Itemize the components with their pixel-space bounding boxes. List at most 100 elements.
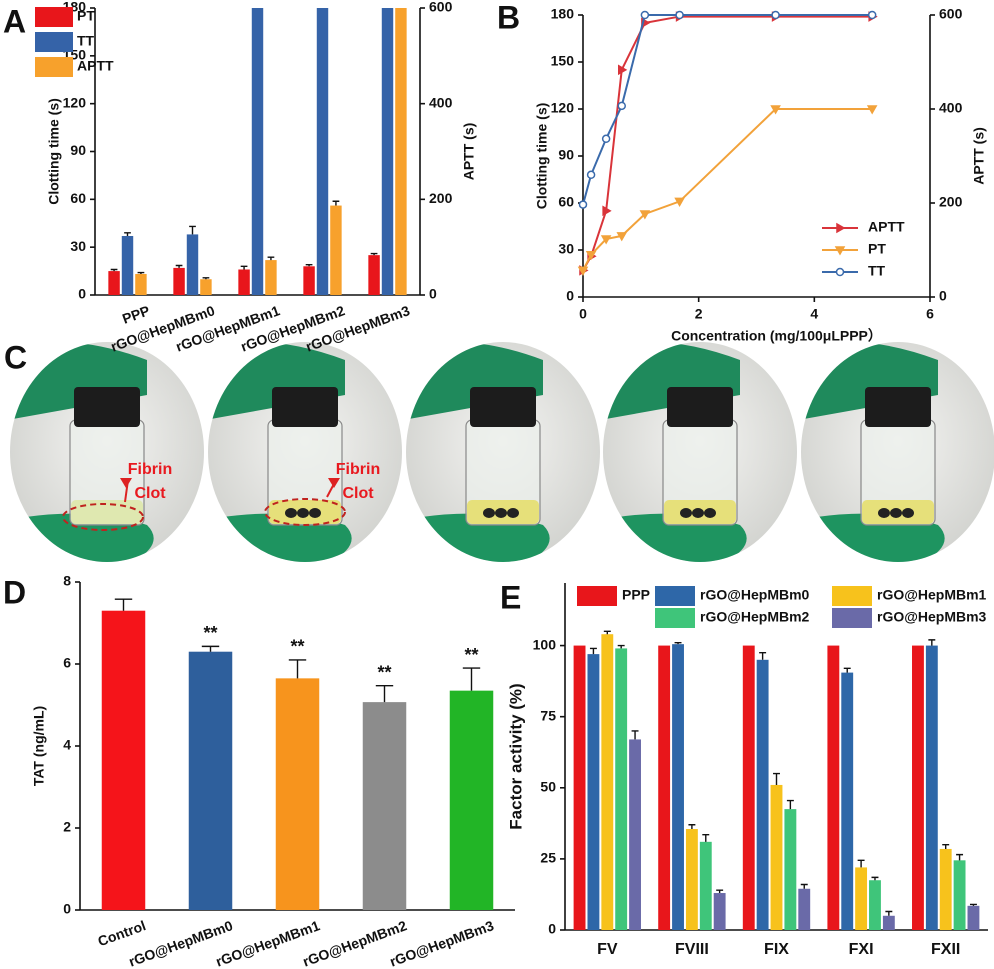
x-tick-label: FIX [764,941,789,958]
error-bar [843,667,851,673]
legend-swatch [35,57,73,77]
error-bar [928,639,936,646]
bar [685,829,698,930]
y-tick-label: 2 [63,819,71,835]
bead [285,508,297,518]
series-line [582,15,873,271]
panel-letter: B [497,0,520,35]
bead [495,508,507,518]
x-tick-label: FVIII [675,941,709,958]
x-axis-label: Concentration (mg/100μLPPP） [671,328,882,344]
error-bar [759,651,767,660]
legend-label: APTT [77,58,114,74]
x-tick-label: 2 [695,306,703,322]
x-tick-label: FXI [849,941,874,958]
legend-label: TT [77,33,95,49]
error-bar [175,264,183,268]
bar [672,644,684,930]
vial-cap [74,387,140,427]
error-bar [462,667,481,691]
significance: ** [464,645,478,665]
point [600,235,612,245]
y2-tick-label: 400 [939,100,963,116]
point [771,10,780,20]
point [674,197,685,207]
bar [330,205,342,295]
legend-label: APTT [868,219,905,235]
error-bar [110,268,118,272]
point [770,105,781,115]
error-bar [688,824,696,830]
legend-label: PT [77,8,95,24]
bar [925,645,938,930]
y-tick-label: 0 [566,288,574,304]
clot-outline [62,503,144,531]
point [578,200,588,209]
error-bar [589,647,597,655]
bead [902,508,914,518]
x-tick-label: PPP [120,302,152,327]
error-bar [857,859,865,868]
bar [841,672,854,930]
vial-cap [470,387,536,427]
error-bar [201,645,220,652]
legend-swatch [832,586,872,606]
legend-swatch [832,608,872,628]
bar [658,645,671,930]
error-bar [370,252,378,256]
bead [507,508,519,518]
x-tick-label: 6 [926,306,934,322]
legend-label: TT [868,263,886,279]
error-bar [305,264,313,267]
bar [573,645,586,930]
y2-tick-label: 200 [939,194,963,210]
error-bar [631,730,639,740]
legend-label: rGO@HepMBm3 [877,609,987,625]
y-tick-label: 75 [540,707,556,723]
bar [912,645,924,930]
series-line [582,108,873,271]
clot-arrowhead [328,478,340,488]
error-bar [956,853,964,861]
significance: ** [290,637,304,657]
point [602,205,612,217]
bar [882,915,895,930]
y2-tick-label: 600 [429,0,453,15]
bar [798,888,811,930]
x-tick-label: FV [597,941,618,958]
x-tick-label: FXII [931,941,960,958]
bead [309,508,321,518]
bead [878,508,890,518]
y-tick-label: 50 [540,778,556,794]
bar [251,8,264,295]
y-tick-label: 25 [540,850,556,866]
error-bar [189,225,196,235]
point [675,10,684,20]
y-axis-label: Clotting time (s) [46,98,62,205]
photo-content [10,342,204,562]
vial-cap [272,387,338,427]
error-bar [603,630,611,635]
bead [704,508,716,518]
bar [101,610,146,910]
panel-letter: D [3,574,26,610]
bar [395,8,407,295]
photo [208,342,402,562]
error-bar [942,843,950,849]
bar [362,702,407,910]
photo-content [603,342,797,562]
error-bar [240,265,248,270]
bar [953,860,966,930]
point [586,170,596,180]
y-tick-label: 90 [70,142,86,158]
error-bar [114,598,133,611]
bar [713,893,726,930]
point [834,246,846,256]
y2-axis-label: APTT (s) [461,123,477,181]
significance: ** [377,662,391,682]
bar [368,255,380,295]
point [617,101,626,111]
bar [827,645,840,930]
error-bar [674,642,682,645]
